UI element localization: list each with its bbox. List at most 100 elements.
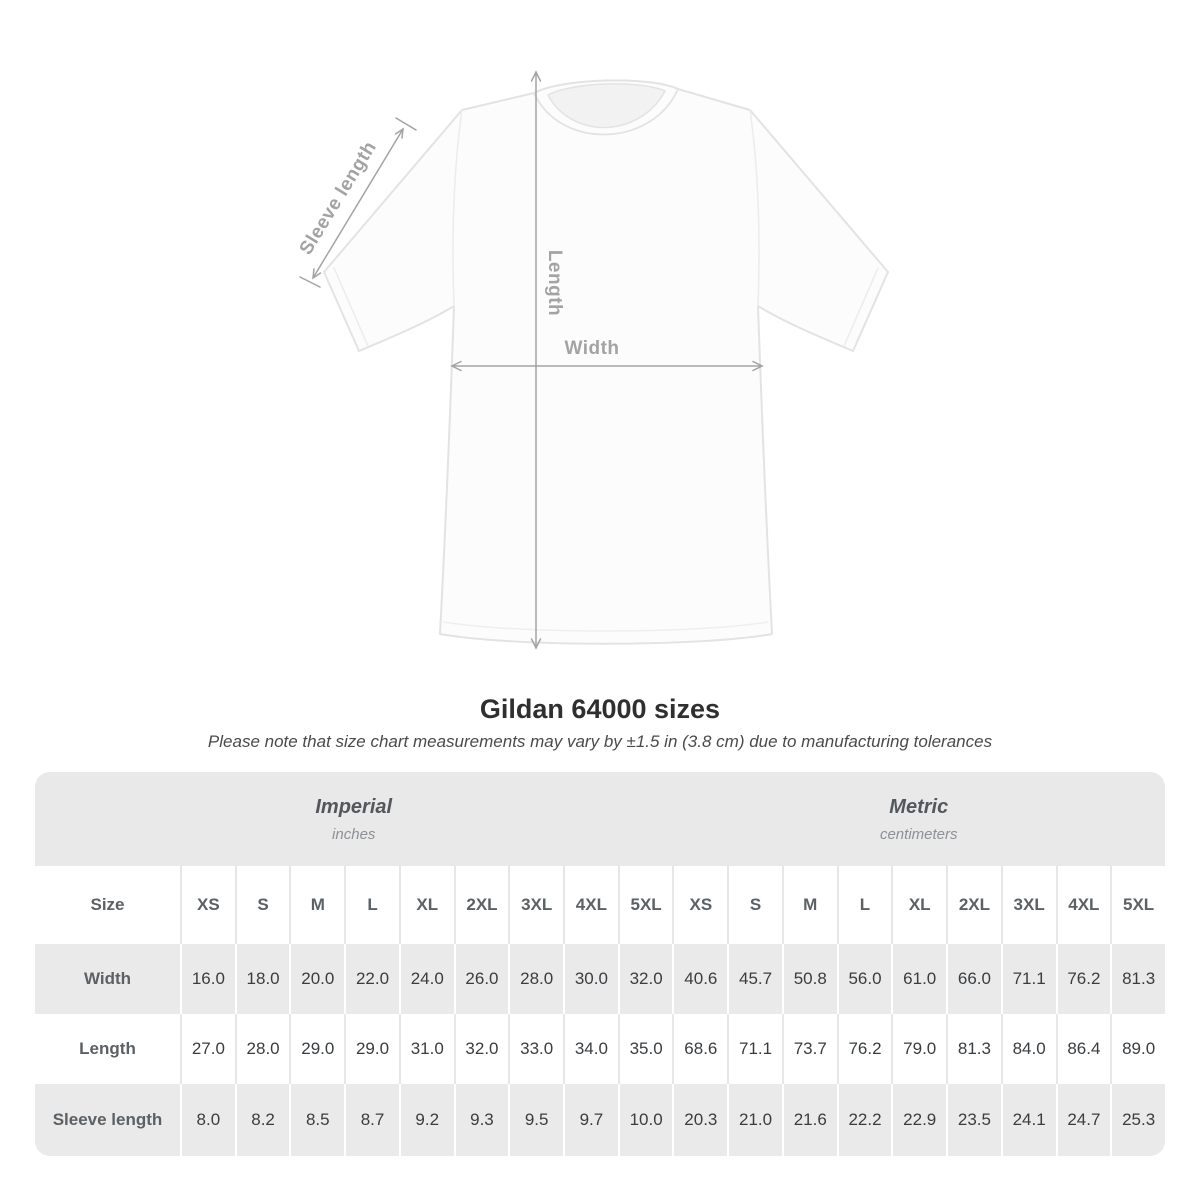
size-col-imperial-3xl: 3XL [508, 866, 564, 944]
length-imperial-value: 29.0 [289, 1014, 345, 1084]
sleeve-imperial-value: 9.3 [453, 1084, 509, 1156]
imperial-label: Imperial [315, 795, 393, 818]
sleeve-imperial-value: 9.7 [563, 1084, 618, 1156]
width-imperial-value: 26.0 [453, 944, 509, 1014]
metric-group-header: Metric centimeters [672, 772, 1165, 866]
length-metric-value: 71.1 [727, 1014, 782, 1084]
size-col-imperial-2xl: 2XL [453, 866, 509, 944]
length-row: Length 27.0 28.0 29.0 29.0 31.0 32.0 33.… [35, 1014, 1165, 1084]
length-imperial-value: 29.0 [344, 1014, 399, 1084]
metric-unit: centimeters [879, 825, 958, 843]
length-imperial-value: 31.0 [398, 1014, 454, 1084]
length-metric-value: 73.7 [781, 1014, 837, 1084]
width-imperial-value: 20.0 [289, 944, 345, 1014]
length-dimension-label: Length [544, 250, 565, 316]
size-col-metric-3xl: 3XL [1000, 866, 1056, 944]
size-col-imperial-s: S [234, 866, 290, 944]
width-metric-value: 71.1 [1000, 944, 1056, 1014]
size-header-row: Size XS S M L XL 2XL 3XL 4XL 5XL XS S M … [35, 866, 1165, 944]
sleeve-imperial-value: 8.2 [234, 1084, 290, 1156]
width-metric-value: 50.8 [781, 944, 837, 1014]
length-imperial-value: 35.0 [617, 1014, 673, 1084]
width-metric-value: 76.2 [1055, 944, 1111, 1014]
size-table: Imperial inches Metric centimeters Size … [35, 772, 1165, 1156]
length-imperial-value: 34.0 [563, 1014, 618, 1084]
sleeve-metric-value: 24.7 [1055, 1084, 1111, 1156]
length-metric-value: 76.2 [836, 1014, 892, 1084]
size-col-imperial-4xl: 4XL [563, 866, 618, 944]
tshirt-image [323, 79, 889, 645]
size-col-imperial-5xl: 5XL [617, 866, 673, 944]
width-imperial-value: 28.0 [508, 944, 564, 1014]
size-row-label: Size [35, 866, 180, 944]
size-col-metric-4xl: 4XL [1055, 866, 1111, 944]
sleeve-metric-value: 23.5 [946, 1084, 1001, 1156]
size-col-metric-m: M [781, 866, 837, 944]
sleeve-imperial-value: 8.0 [180, 1084, 235, 1156]
size-col-imperial-m: M [289, 866, 345, 944]
length-metric-value: 86.4 [1055, 1014, 1111, 1084]
width-imperial-value: 22.0 [344, 944, 399, 1014]
size-col-metric-xs: XS [672, 866, 728, 944]
length-metric-value: 68.6 [672, 1014, 728, 1084]
sleeve-imperial-value: 8.5 [289, 1084, 345, 1156]
sleeve-imperial-value: 8.7 [344, 1084, 399, 1156]
unit-group-row: Imperial inches Metric centimeters [35, 772, 1165, 866]
tolerance-note: Please note that size chart measurements… [207, 732, 993, 751]
sleeve-metric-value: 25.3 [1110, 1084, 1165, 1156]
width-metric-value: 45.7 [727, 944, 782, 1014]
width-dimension-label: Width [564, 338, 619, 359]
length-imperial-value: 27.0 [180, 1014, 235, 1084]
sleeve-metric-value: 20.3 [672, 1084, 728, 1156]
size-table-container: Imperial inches Metric centimeters Size … [35, 772, 1165, 1156]
length-metric-value: 81.3 [946, 1014, 1001, 1084]
length-metric-value: 84.0 [1000, 1014, 1056, 1084]
width-metric-value: 81.3 [1110, 944, 1165, 1014]
width-metric-value: 40.6 [672, 944, 728, 1014]
width-imperial-value: 18.0 [234, 944, 290, 1014]
imperial-unit: inches [332, 825, 376, 843]
width-metric-value: 66.0 [946, 944, 1001, 1014]
sleeve-length-row: Sleeve length 8.0 8.2 8.5 8.7 9.2 9.3 9.… [35, 1084, 1165, 1156]
size-col-metric-l: L [836, 866, 892, 944]
width-imperial-value: 30.0 [563, 944, 618, 1014]
size-col-metric-s: S [727, 866, 782, 944]
width-imperial-value: 16.0 [180, 944, 235, 1014]
size-col-metric-5xl: 5XL [1110, 866, 1165, 944]
sleeve-metric-value: 21.6 [781, 1084, 837, 1156]
sleeve-metric-value: 21.0 [727, 1084, 782, 1156]
size-col-imperial-xl: XL [398, 866, 454, 944]
size-col-imperial-xs: XS [180, 866, 235, 944]
collar-inner [547, 83, 666, 129]
length-imperial-value: 33.0 [508, 1014, 564, 1084]
width-imperial-value: 24.0 [398, 944, 454, 1014]
size-col-metric-xl: XL [891, 866, 947, 944]
sleeve-metric-value: 22.9 [891, 1084, 947, 1156]
sleeve-imperial-value: 9.5 [508, 1084, 564, 1156]
length-imperial-value: 32.0 [453, 1014, 509, 1084]
size-col-imperial-l: L [344, 866, 399, 944]
tshirt-diagram: Width Length Sleeve length [296, 70, 889, 650]
length-metric-value: 79.0 [891, 1014, 947, 1084]
imperial-group-header: Imperial inches [35, 772, 673, 866]
length-metric-value: 89.0 [1110, 1014, 1165, 1084]
width-row: Width 16.0 18.0 20.0 22.0 24.0 26.0 28.0… [35, 944, 1165, 1014]
length-imperial-value: 28.0 [234, 1014, 290, 1084]
length-row-label: Length [35, 1014, 180, 1084]
tshirt-diagram-svg: Width Length Sleeve length [296, 70, 889, 650]
sleeve-length-arrow [299, 117, 417, 288]
sleeve-length-row-label: Sleeve length [35, 1084, 180, 1156]
width-row-label: Width [35, 944, 180, 1014]
width-arrow [450, 360, 764, 372]
width-imperial-value: 32.0 [617, 944, 673, 1014]
sleeve-imperial-value: 9.2 [398, 1084, 454, 1156]
width-metric-value: 61.0 [891, 944, 947, 1014]
size-col-metric-2xl: 2XL [946, 866, 1001, 944]
sleeve-metric-value: 22.2 [836, 1084, 892, 1156]
length-arrow [530, 70, 542, 650]
metric-label: Metric [889, 795, 949, 818]
sleeve-imperial-value: 10.0 [617, 1084, 673, 1156]
page-title: Gildan 64000 sizes [479, 694, 721, 724]
sleeve-metric-value: 24.1 [1000, 1084, 1056, 1156]
